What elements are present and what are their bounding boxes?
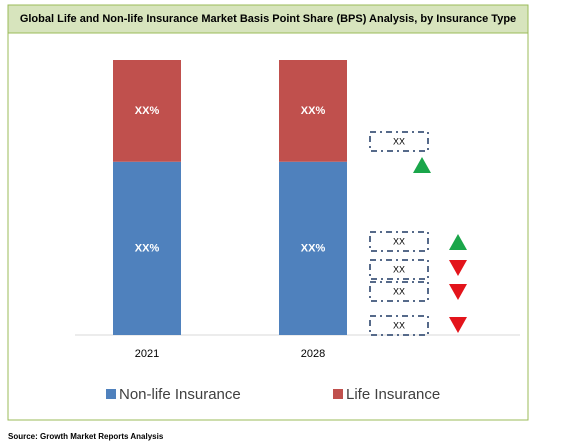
data-label: XX% — [301, 242, 326, 254]
title-bar — [7, 4, 529, 34]
chart-frame — [7, 4, 529, 421]
trend-arrow — [449, 317, 467, 333]
x-tick-label: 2021 — [135, 348, 159, 360]
legend-swatch — [106, 389, 116, 399]
trend-arrow — [449, 234, 467, 250]
source: Source: Growth Market Reports Analysis — [8, 432, 164, 441]
annotation-label: XX — [393, 264, 405, 274]
annotation-box — [369, 281, 429, 302]
legend-swatch — [333, 389, 343, 399]
annotation-box — [369, 131, 429, 152]
bar-segment — [113, 60, 181, 162]
annotation-label: XX — [393, 320, 405, 330]
annotation-box — [369, 231, 429, 252]
legend-label: Non-life Insurance — [119, 386, 241, 403]
chart-title: Global Life and Non-life Insurance Marke… — [20, 13, 516, 25]
annotation-label: XX — [393, 286, 405, 296]
bar-segment — [279, 60, 347, 162]
data-label: XX% — [135, 105, 160, 117]
bar-segment — [113, 161, 181, 335]
annotation-box — [369, 259, 429, 280]
trend-arrow — [449, 284, 467, 300]
legend-label: Life Insurance — [346, 386, 440, 403]
x-tick-label: 2028 — [301, 348, 325, 360]
annotation-label: XX — [393, 136, 405, 146]
data-label: XX% — [301, 105, 326, 117]
trend-arrow — [413, 157, 431, 173]
annotation-box — [369, 315, 429, 336]
data-label: XX% — [135, 242, 160, 254]
annotation-label: XX — [393, 236, 405, 246]
bar-segment — [279, 161, 347, 335]
trend-arrow — [449, 260, 467, 276]
